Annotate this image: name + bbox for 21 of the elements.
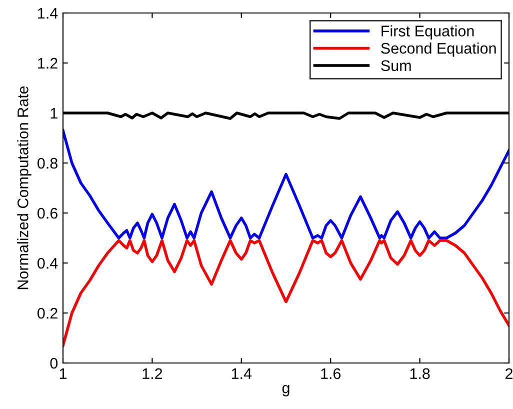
y-axis-title: Normalized Computation Rate: [17, 86, 32, 290]
y-tick-label: 1: [50, 108, 58, 119]
x-tick-label: 1.2: [142, 368, 162, 379]
x-tick-label: 1.4: [232, 368, 252, 379]
line-series: [63, 239, 509, 347]
line-series: [63, 129, 509, 240]
legend-label: Second Equation: [381, 42, 496, 57]
y-tick-label: 0.8: [38, 158, 58, 169]
x-tick-label: 2: [506, 368, 512, 379]
legend-label: Sum: [381, 60, 411, 72]
x-tick-label: 1.8: [410, 368, 430, 380]
y-tick-label: 1.4: [38, 8, 58, 19]
x-axis-title: g: [282, 384, 290, 396]
legend-label: First Equation: [382, 25, 474, 40]
y-tick-label: 0.2: [38, 308, 58, 319]
x-tick-label: 1: [60, 368, 67, 379]
y-tick-label: 0.6: [38, 208, 58, 219]
y-tick-label: 0.4: [38, 258, 58, 269]
y-tick-label: 1.2: [38, 58, 58, 69]
x-tick-label: 1.6: [321, 368, 341, 380]
y-tick-label: 0: [50, 358, 58, 369]
